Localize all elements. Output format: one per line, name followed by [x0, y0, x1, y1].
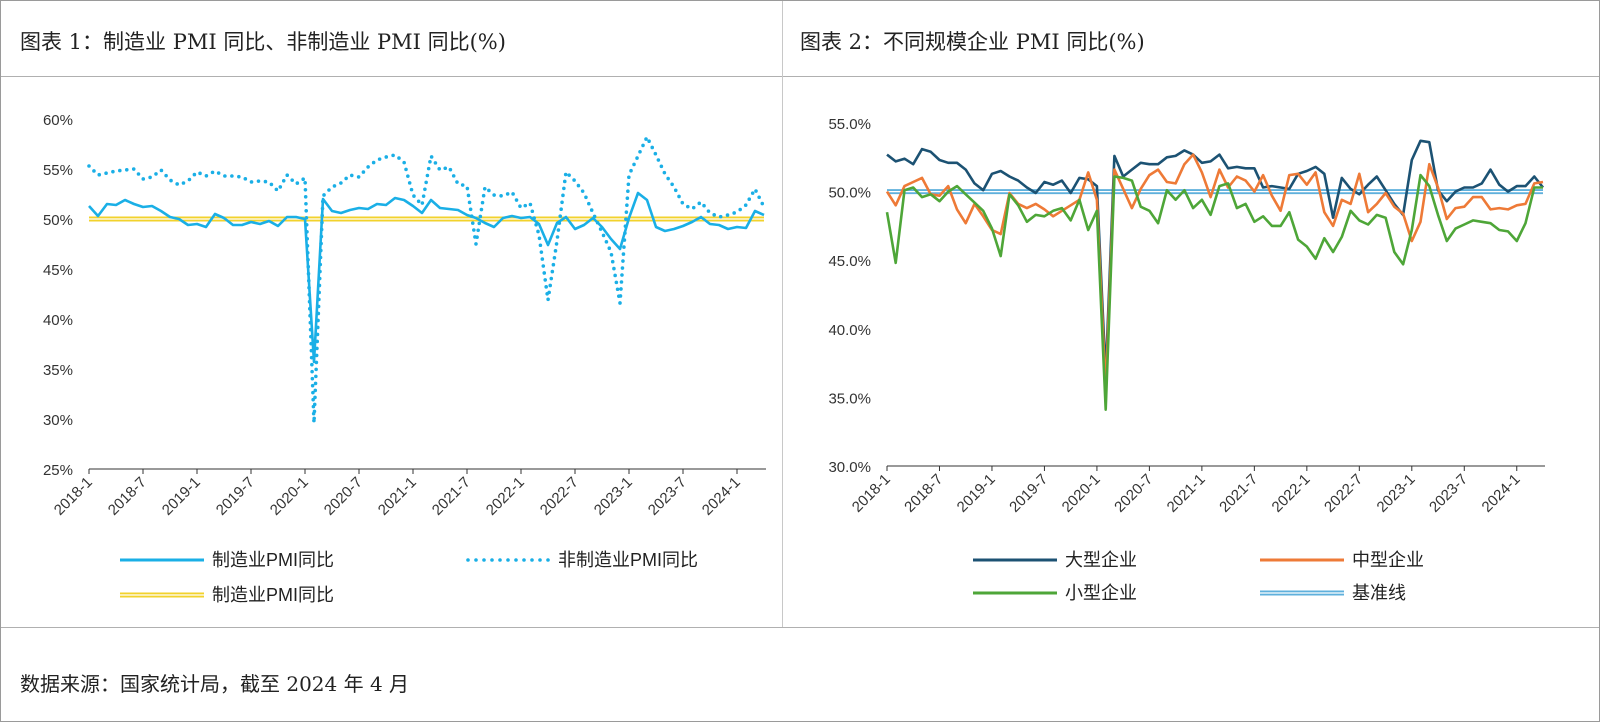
series-line-1 [88, 191, 765, 364]
right-chart: 30.0% 35.0% 40.0% 45.0% 50.0% 55.0% 2018-1 2018… [828, 116, 1545, 603]
series-line-2 [885, 153, 1544, 392]
x-tick-label: 2019-1 [954, 471, 999, 516]
series-line-2 [87, 135, 766, 425]
x-tick-label: 2020-1 [1059, 471, 1104, 516]
y-tick-label: 45% [43, 262, 73, 279]
y-tick-label: 55.0% [828, 116, 871, 133]
legend-label-4: 基准线 [1352, 583, 1406, 603]
series-line-1 [886, 139, 1545, 377]
legend-label-2: 中型企业 [1352, 550, 1424, 570]
x-tick-label: 2021-1 [1164, 471, 1209, 516]
y-tick-label: 50.0% [828, 185, 871, 202]
x-tick-label: 2022-1 [1269, 471, 1314, 516]
legend-label-3: 制造业PMI同比 [212, 585, 334, 605]
x-tick-label: 2022-1 [483, 474, 528, 519]
left-chart-title: 图表 1：制造业 PMI 同比、非制造业 PMI 同比(%) [20, 30, 506, 54]
x-tick-label: 2023-1 [1374, 471, 1419, 516]
legend-label-2: 非制造业PMI同比 [558, 550, 698, 570]
header-divider [1, 76, 1599, 77]
y-tick-label: 35% [43, 362, 73, 379]
x-tick-label: 2019-1 [159, 474, 204, 519]
y-tick-label: 35.0% [828, 390, 871, 407]
x-tick-label: 2020-7 [321, 474, 366, 519]
x-tick-label: 2020-1 [267, 474, 312, 519]
y-tick-label: 25% [43, 462, 73, 479]
x-tick-label: 2020-7 [1111, 471, 1156, 516]
x-tick-label: 2018-7 [901, 471, 946, 516]
y-tick-label: 30% [43, 412, 73, 429]
y-tick-label: 55% [43, 162, 73, 179]
y-tick-label: 50% [43, 212, 73, 229]
y-tick-label: 60% [43, 112, 73, 129]
legend-label-1: 制造业PMI同比 [212, 550, 334, 570]
x-tick-label: 2019-7 [1006, 471, 1051, 516]
panel-divider [782, 1, 783, 627]
x-tick-label: 2021-7 [429, 474, 474, 519]
x-tick-label: 2023-7 [1426, 471, 1471, 516]
x-tick-label: 2018-1 [51, 474, 96, 519]
x-tick-label: 2019-7 [213, 474, 258, 519]
x-tick-label: 2023-1 [591, 474, 636, 519]
y-tick-label: 40.0% [828, 322, 871, 339]
x-tick-label: 2018-1 [849, 471, 894, 516]
series-line-3 [885, 173, 1543, 412]
x-tick-label: 2022-7 [537, 474, 582, 519]
right-chart-title: 图表 2：不同规模企业 PMI 同比(%) [800, 30, 1145, 54]
footer-divider [1, 627, 1599, 628]
left-chart: 25%30%35%40%45%50%55%60%2018-1 2018-7 2019… [43, 112, 766, 605]
y-tick-label: 45.0% [828, 253, 871, 270]
y-tick-label: 30.0% [828, 459, 871, 476]
legend-label-3: 小型企业 [1065, 583, 1137, 603]
x-tick-label: 2022-7 [1321, 471, 1366, 516]
x-tick-label: 2018-7 [105, 474, 150, 519]
x-tick-label: 2023-7 [645, 474, 690, 519]
x-tick-label: 2024-1 [699, 474, 744, 519]
data-source-note: 数据来源：国家统计局，截至 2024 年 4 月 [20, 672, 410, 696]
y-tick-label: 40% [43, 312, 73, 329]
x-tick-label: 2024-1 [1479, 471, 1524, 516]
legend-label-1: 大型企业 [1065, 550, 1137, 570]
x-tick-label: 2021-1 [375, 474, 420, 519]
x-tick-label: 2021-7 [1216, 471, 1261, 516]
